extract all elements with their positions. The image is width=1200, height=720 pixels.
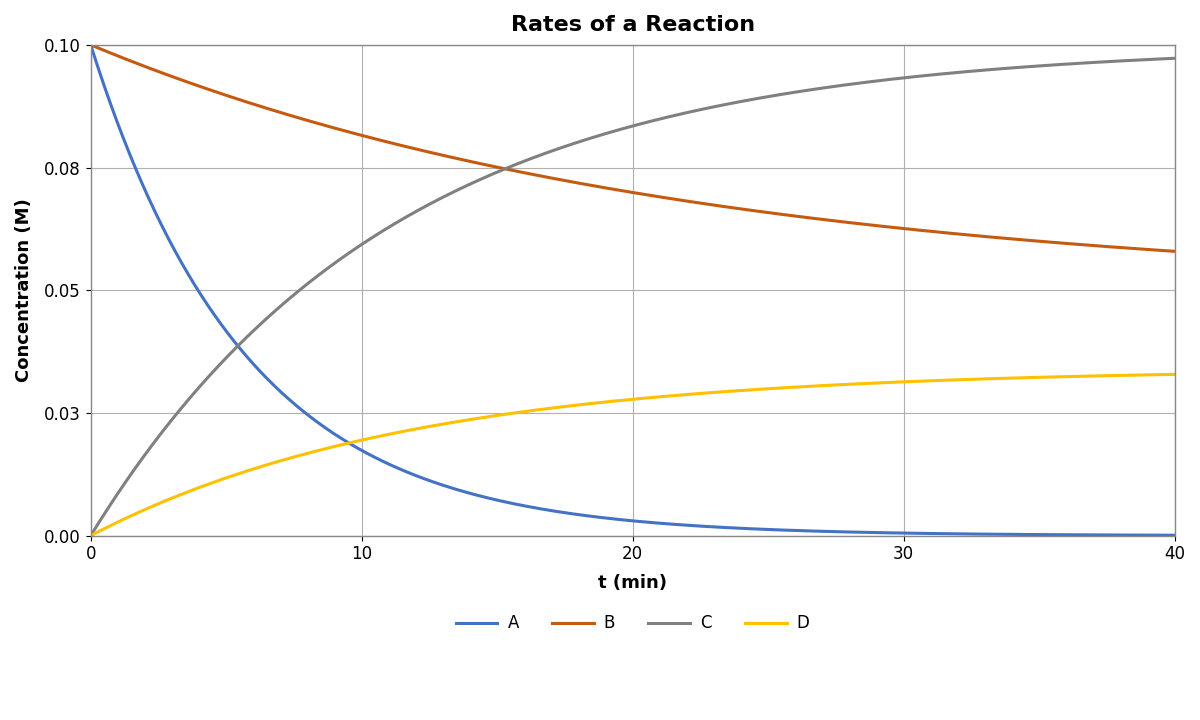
D: [560, 402, 575, 410]
C: [560, 141, 575, 150]
C: [194, 380, 209, 389]
B: [948, 230, 962, 238]
B: [522, 169, 536, 178]
B: [929, 228, 943, 236]
Y-axis label: Concentration (M): Concentration (M): [14, 199, 34, 382]
C: [948, 68, 962, 77]
A: [929, 529, 943, 538]
C: [929, 70, 943, 78]
C: [828, 82, 842, 91]
D: [929, 377, 943, 385]
A: [560, 509, 575, 518]
B: [560, 177, 575, 186]
C: [84, 531, 98, 540]
X-axis label: t (min): t (min): [598, 575, 667, 593]
B: [1168, 247, 1182, 256]
A: [1168, 531, 1182, 539]
D: [84, 531, 98, 540]
Legend: A, B, C, D: A, B, C, D: [449, 608, 816, 639]
A: [948, 529, 962, 538]
Line: C: C: [91, 58, 1175, 536]
A: [522, 503, 536, 511]
C: [1168, 54, 1182, 63]
B: [828, 217, 842, 225]
B: [84, 40, 98, 49]
C: [522, 155, 536, 163]
A: [84, 40, 98, 49]
D: [828, 381, 842, 390]
A: [828, 527, 842, 536]
Title: Rates of a Reaction: Rates of a Reaction: [510, 15, 755, 35]
D: [948, 376, 962, 384]
B: [194, 83, 209, 91]
D: [1168, 370, 1182, 379]
Line: B: B: [91, 45, 1175, 251]
D: [522, 407, 536, 415]
A: [194, 291, 209, 300]
Line: A: A: [91, 45, 1175, 535]
Line: D: D: [91, 374, 1175, 536]
D: [194, 482, 209, 491]
